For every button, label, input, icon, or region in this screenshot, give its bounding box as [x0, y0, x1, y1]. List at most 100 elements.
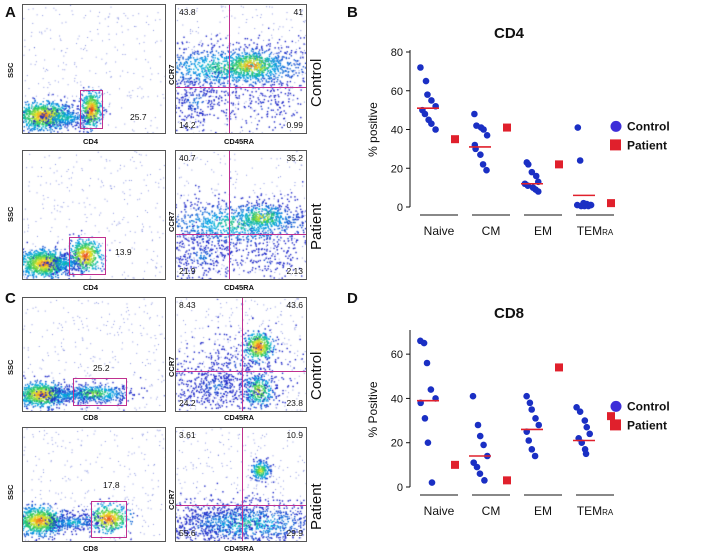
- gate: [80, 90, 103, 129]
- control-point: [523, 392, 530, 400]
- patient-point: [503, 123, 511, 132]
- y-axis-label: CCR7: [167, 64, 176, 85]
- legend-patient-label: Patient: [627, 138, 667, 152]
- flow-c-control-quadrant: 8.43 43.6 24.2 23.8: [175, 297, 307, 412]
- patient-point: [555, 363, 563, 372]
- control-point: [528, 446, 536, 453]
- control-point: [586, 430, 594, 438]
- control-point: [583, 423, 591, 431]
- x-axis-label: CD45RA: [224, 283, 255, 292]
- y-axis-label: SSC: [6, 359, 15, 375]
- y-axis-label: CCR7: [167, 211, 176, 232]
- patient-point: [607, 412, 615, 421]
- control-point: [424, 91, 431, 98]
- control-point: [574, 124, 582, 131]
- gate-percentage: 13.9: [115, 247, 132, 257]
- y-tick-label: 40: [391, 393, 403, 405]
- control-point: [531, 452, 539, 460]
- x-category-label-sub: RA: [602, 508, 614, 517]
- control-point: [422, 77, 430, 85]
- control-point: [483, 166, 490, 174]
- quadrant-bottom-left: 55.6: [179, 528, 196, 538]
- quadrant-bottom-left: 24.2: [179, 398, 196, 408]
- control-point: [524, 161, 532, 168]
- flow-c-control-dotplot: 25.2: [22, 297, 166, 412]
- y-axis-label: CCR7: [167, 489, 176, 510]
- gate: [91, 501, 127, 538]
- control-point: [532, 172, 540, 180]
- control-point: [469, 392, 477, 400]
- control-point: [480, 441, 487, 449]
- x-axis-label: CD8: [83, 413, 99, 422]
- x-axis-label: CD8: [83, 544, 99, 553]
- gate-percentage: 25.7: [130, 112, 147, 122]
- control-point: [476, 432, 484, 440]
- gate: [69, 237, 106, 275]
- control-point: [479, 161, 487, 168]
- x-category-label-sub: RA: [602, 228, 614, 237]
- control-point: [573, 403, 580, 411]
- gate-percentage: 25.2: [93, 363, 110, 373]
- quadrant-top-left: 3.61: [179, 430, 196, 440]
- y-tick-label: 0: [397, 202, 403, 214]
- y-tick-label: 0: [397, 482, 403, 494]
- control-point: [481, 477, 488, 484]
- control-point: [421, 110, 429, 118]
- y-axis-label: SSC: [6, 62, 15, 78]
- control-point: [576, 157, 584, 164]
- y-tick-label: 80: [391, 47, 403, 59]
- control-point: [471, 110, 478, 118]
- quadrant-bottom-right: 0.99: [286, 120, 303, 130]
- legend-control-label: Control: [627, 399, 670, 413]
- control-point: [420, 339, 428, 347]
- quadrant-bottom-right: 29.9: [286, 528, 303, 538]
- control-point: [525, 437, 533, 444]
- condition-label-control: Control: [308, 351, 325, 400]
- condition-label-patient: Patient: [308, 483, 325, 530]
- x-category-label-main: TEM: [577, 224, 602, 238]
- control-point: [428, 479, 436, 486]
- y-tick-label: 20: [391, 438, 403, 450]
- x-category-label: TEMRA: [577, 504, 614, 518]
- gate: [73, 378, 127, 406]
- flow-a-control-quadrant: 43.8 41 14.2 0.99: [175, 4, 307, 134]
- control-point: [581, 417, 589, 424]
- x-category-label: Naive: [424, 224, 455, 238]
- control-point: [427, 386, 435, 393]
- y-tick-label: 60: [391, 349, 403, 361]
- control-point: [417, 64, 424, 71]
- flow-a-patient-dotplot: 13.9: [22, 150, 166, 280]
- quadrant-bottom-right: 23.8: [286, 398, 303, 408]
- x-axis-label: CD4: [83, 283, 99, 292]
- control-point: [473, 463, 481, 471]
- x-category-label: CM: [482, 224, 501, 238]
- x-category-label: EM: [534, 504, 552, 518]
- quadrant-top-left: 43.8: [179, 7, 196, 17]
- x-category-label-main: TEM: [577, 504, 602, 518]
- control-point: [480, 126, 487, 133]
- control-point: [432, 126, 439, 133]
- y-axis-label: CCR7: [167, 356, 176, 377]
- control-point: [476, 470, 484, 478]
- control-point: [528, 406, 536, 413]
- quadrant-top-right: 10.9: [286, 430, 303, 440]
- x-axis-label: CD45RA: [224, 544, 255, 553]
- chart-title: CD8: [494, 305, 524, 322]
- quadrant-top-left: 40.7: [179, 153, 196, 163]
- control-point: [428, 120, 435, 127]
- control-point: [483, 132, 491, 139]
- condition-label-patient: Patient: [308, 203, 325, 250]
- y-tick-label: 60: [391, 86, 403, 98]
- condition-label-control: Control: [308, 58, 325, 107]
- panel-letter-d: D: [347, 290, 358, 307]
- legend-patient-label: Patient: [627, 418, 667, 432]
- legend-control-marker: [610, 120, 622, 132]
- patient-point: [451, 135, 459, 144]
- panel-letter-b: B: [347, 4, 358, 21]
- control-point: [477, 151, 484, 158]
- patient-point: [607, 199, 615, 208]
- control-point: [534, 188, 542, 195]
- control-point: [474, 421, 482, 429]
- control-point: [526, 399, 534, 407]
- quadrant-top-right: 41: [293, 7, 303, 17]
